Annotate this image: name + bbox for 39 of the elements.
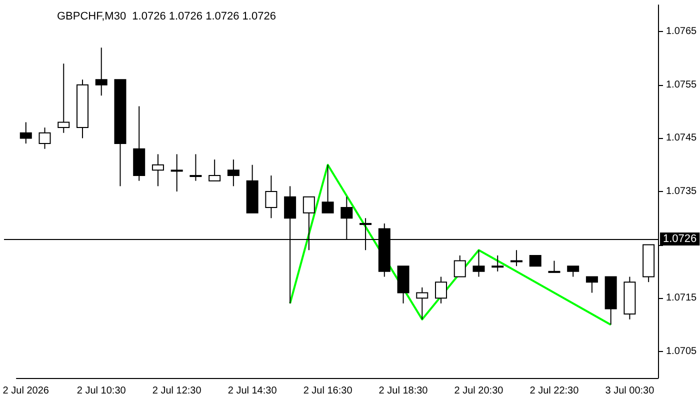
candlestick: [510, 250, 522, 267]
x-tick-label: 2 Jul 18:30: [378, 386, 428, 396]
candlestick: [265, 175, 278, 219]
x-tick-label: 2 Jul 10:30: [76, 386, 126, 396]
candlestick: [208, 159, 221, 182]
candlestick: [472, 250, 485, 278]
ref-line-label: 1.0726: [663, 232, 697, 245]
x-tick-label: 2 Jul 16:30: [303, 386, 353, 396]
candlestick: [416, 286, 428, 320]
candlestick: [170, 154, 183, 192]
x-tick-label: 2 Jul 22:30: [530, 386, 580, 396]
y-tick-label: 1.0755: [666, 79, 698, 90]
x-tick-label: 2 Jul 14:30: [228, 386, 278, 396]
candlestick: [95, 47, 108, 96]
text: GBPCHF,M30 1.0726 1.0726 1.0726 1.0726: [57, 10, 276, 22]
x-tick-label: 3 Jul 00:30: [605, 386, 655, 396]
candlestick: [227, 159, 240, 187]
y-tick-label: 1.0735: [666, 186, 698, 197]
candlestick: [20, 122, 32, 144]
candlestick: [548, 260, 560, 273]
candlestick: [586, 276, 598, 294]
candlestick: [190, 154, 202, 182]
candlestick: [454, 254, 466, 278]
candlestick: [58, 63, 70, 134]
x-tick-label: 2 Jul 2026: [2, 386, 50, 396]
line-series: [289, 164, 612, 326]
y-tick-label: 1.0715: [666, 292, 698, 304]
candlestick: [38, 127, 51, 150]
candlestick: [152, 154, 164, 187]
candlestick: [435, 276, 448, 304]
y-tick-label: 1.0765: [666, 26, 698, 38]
candlestick: [529, 254, 542, 267]
y-tick-label: 1.0705: [666, 346, 698, 357]
y-tick-label: 1.0745: [666, 132, 698, 144]
candlestick: [322, 164, 334, 214]
candlestick: [567, 266, 580, 278]
x-tick-label: 2 Jul 20:30: [454, 386, 504, 396]
x-tick-label: 2 Jul 12:30: [152, 386, 202, 396]
candlestick: [492, 254, 504, 272]
